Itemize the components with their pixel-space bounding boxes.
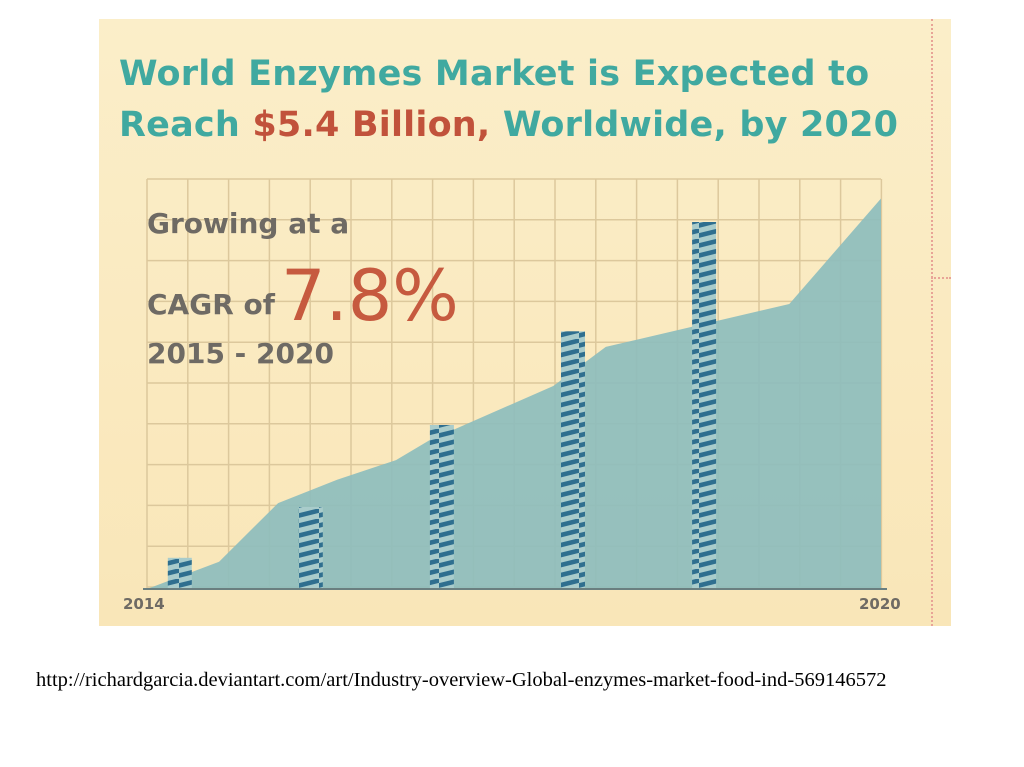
x-tick-2020: 2020 — [859, 595, 901, 613]
title-line-2: Reach $5.4 Billion, Worldwide, by 2020 — [119, 100, 929, 151]
dotted-border-tick — [931, 277, 951, 279]
bar-2 — [298, 507, 323, 589]
growth-cagr-value: 7.8% — [280, 255, 459, 337]
dotted-border-vertical — [931, 19, 933, 626]
bar-3 — [429, 425, 454, 589]
title-line-2-post: Worldwide, by 2020 — [490, 105, 899, 145]
bar-1 — [167, 557, 192, 589]
growth-line-2: CAGR of7.8% — [147, 255, 459, 337]
growth-period: 2015 - 2020 — [147, 337, 334, 370]
title-line-2-pre: Reach — [119, 105, 253, 145]
infographic-title: World Enzymes Market is Expected to Reac… — [119, 49, 929, 151]
bar-5 — [692, 222, 717, 589]
enzymes-infographic: 2014 2020 World Enzymes Market is Expect… — [99, 19, 951, 626]
title-highlight-value: $5.4 Billion, — [252, 105, 491, 145]
x-tick-2014: 2014 — [123, 595, 165, 613]
source-url[interactable]: http://richardgarcia.deviantart.com/art/… — [36, 669, 887, 691]
title-line-1: World Enzymes Market is Expected to — [119, 54, 870, 94]
growth-cagr-prefix: CAGR of — [147, 288, 275, 321]
chart-canvas: 2014 2020 — [123, 178, 901, 613]
chart-bars — [167, 222, 717, 589]
growth-line-1: Growing at a — [147, 207, 350, 240]
bar-4 — [561, 331, 585, 589]
